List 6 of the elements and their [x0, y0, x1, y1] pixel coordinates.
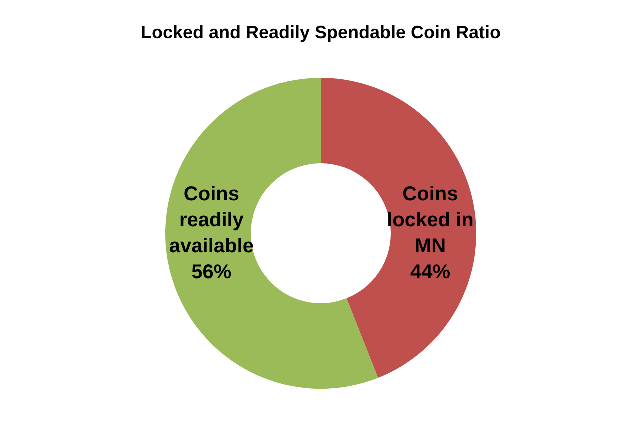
- slice-label: Coins readily available: [169, 184, 254, 258]
- donut-slice: [321, 78, 476, 378]
- donut-slice: [166, 78, 378, 389]
- chart-title: Locked and Readily Spendable Coin Ratio: [140, 22, 502, 42]
- data-label: 44%: [410, 262, 451, 284]
- data-label: 56%: [192, 262, 232, 284]
